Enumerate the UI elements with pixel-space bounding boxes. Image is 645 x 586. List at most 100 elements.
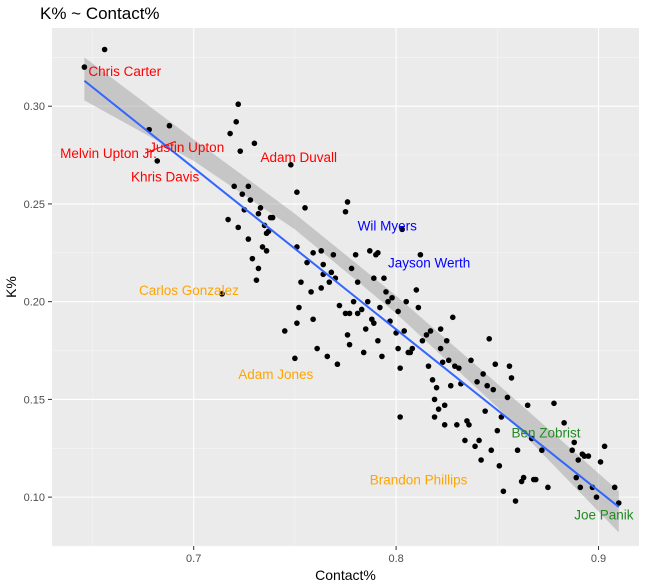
data-point — [257, 205, 264, 211]
data-point — [318, 248, 325, 254]
data-point — [506, 363, 513, 369]
data-point — [439, 359, 446, 366]
data-point — [294, 320, 300, 326]
data-point — [551, 400, 557, 407]
data-point — [431, 396, 438, 403]
data-point — [456, 365, 462, 371]
data-point — [413, 287, 420, 293]
data-point — [395, 308, 401, 315]
data-point — [371, 275, 377, 282]
data-point — [328, 269, 335, 276]
data-point — [581, 453, 588, 459]
data-point — [352, 251, 359, 258]
data-point — [472, 443, 478, 450]
data-point — [298, 279, 304, 285]
y-tick-label: 0.25 — [24, 199, 45, 211]
data-point — [496, 463, 503, 469]
data-point — [484, 382, 490, 389]
data-point — [348, 265, 355, 272]
data-point — [401, 328, 408, 334]
x-tick-label: 0.7 — [186, 553, 201, 565]
data-point — [427, 328, 434, 334]
data-point — [288, 162, 294, 168]
data-point — [318, 285, 325, 291]
data-point — [255, 265, 262, 272]
data-point — [449, 314, 456, 321]
data-point — [344, 332, 351, 338]
point-label: Justin Upton — [149, 140, 224, 155]
data-point — [478, 457, 484, 463]
data-point — [364, 298, 371, 305]
data-point — [326, 279, 333, 285]
data-point — [360, 349, 367, 356]
data-point — [245, 183, 252, 190]
data-point — [366, 248, 373, 254]
data-point — [247, 197, 254, 203]
data-point — [354, 279, 361, 285]
point-label: Jayson Werth — [388, 256, 470, 271]
data-point — [397, 365, 403, 371]
data-point — [314, 345, 320, 352]
data-point — [101, 46, 108, 53]
data-point — [310, 316, 316, 323]
data-point — [443, 337, 450, 344]
data-point — [435, 406, 442, 412]
minor-gridlines — [52, 28, 639, 547]
data-point — [415, 304, 422, 311]
point-label: Melvin Upton Jr. — [60, 146, 157, 161]
data-point — [310, 249, 316, 256]
data-point — [419, 337, 426, 344]
y-tick-label: 0.15 — [24, 394, 45, 406]
point-label: Wil Myers — [358, 218, 417, 233]
data-point — [389, 294, 395, 301]
data-point — [362, 326, 369, 332]
data-point — [308, 289, 314, 295]
x-axis-title: Contact% — [315, 567, 376, 583]
y-tick-label: 0.20 — [24, 297, 45, 309]
data-point — [385, 298, 391, 305]
data-point — [615, 500, 622, 506]
data-point — [545, 484, 551, 491]
label-leader-lines — [144, 140, 176, 154]
data-point — [488, 447, 495, 454]
y-axis-title: K% — [3, 276, 19, 298]
data-point — [245, 236, 252, 242]
data-points — [81, 46, 622, 506]
data-point — [235, 224, 242, 231]
data-point — [350, 298, 357, 305]
data-point — [255, 210, 262, 217]
y-axis-ticks: 0.10 0.15 0.20 0.25 0.30 — [24, 101, 52, 504]
data-point — [500, 488, 507, 495]
point-label: Adam Duvall — [260, 150, 337, 165]
data-point — [573, 474, 580, 481]
data-point — [597, 459, 604, 465]
data-point — [482, 408, 488, 414]
data-point — [539, 447, 545, 454]
data-point — [476, 437, 482, 444]
point-label: Brandon Phillips — [370, 473, 468, 488]
data-point — [468, 357, 474, 364]
data-point — [403, 298, 410, 305]
data-point — [231, 183, 237, 190]
point-label: Khris Davis — [131, 170, 200, 185]
data-point — [379, 353, 385, 360]
data-point — [294, 189, 300, 195]
data-point — [330, 251, 337, 258]
data-point — [575, 457, 582, 463]
data-point — [441, 422, 448, 428]
point-label: Adam Jones — [238, 367, 313, 382]
label-leader-line — [144, 140, 176, 154]
data-point — [571, 439, 578, 446]
data-point — [437, 326, 444, 332]
data-point — [358, 306, 365, 313]
data-point — [417, 251, 424, 258]
data-point — [302, 205, 308, 211]
data-point — [395, 345, 401, 352]
data-point — [397, 414, 403, 420]
data-point — [433, 384, 440, 391]
data-point — [249, 255, 256, 262]
data-point — [334, 361, 341, 368]
data-point — [409, 345, 416, 352]
data-point — [81, 64, 88, 70]
